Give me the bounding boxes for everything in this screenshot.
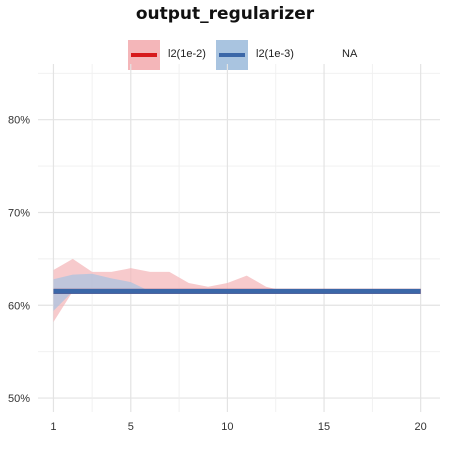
x-tick-label: 10 bbox=[221, 421, 233, 433]
legend-key-series-2 bbox=[216, 40, 248, 70]
chart-title: output_regularizer bbox=[135, 4, 315, 24]
confidence-band-series-2 bbox=[53, 273, 421, 311]
legend-label-series-1: l2(1e-2) bbox=[168, 48, 206, 60]
x-axis-ticks: 1 5 10 15 20 bbox=[50, 421, 426, 433]
x-tick-label: 5 bbox=[128, 421, 134, 433]
legend-label-series-3: NA bbox=[342, 48, 358, 60]
y-tick-label: 70% bbox=[8, 207, 30, 219]
legend-label-series-2: l2(1e-3) bbox=[256, 48, 294, 60]
legend-key-series-1 bbox=[128, 40, 160, 70]
y-tick-label: 60% bbox=[8, 300, 30, 312]
y-axis-ticks: 50% 60% 70% 80% bbox=[8, 115, 30, 405]
x-tick-label: 15 bbox=[318, 421, 330, 433]
x-tick-label: 1 bbox=[50, 421, 56, 433]
y-tick-label: 80% bbox=[8, 115, 30, 127]
y-tick-label: 50% bbox=[8, 393, 30, 405]
grid bbox=[38, 64, 440, 412]
x-tick-label: 20 bbox=[415, 421, 427, 433]
